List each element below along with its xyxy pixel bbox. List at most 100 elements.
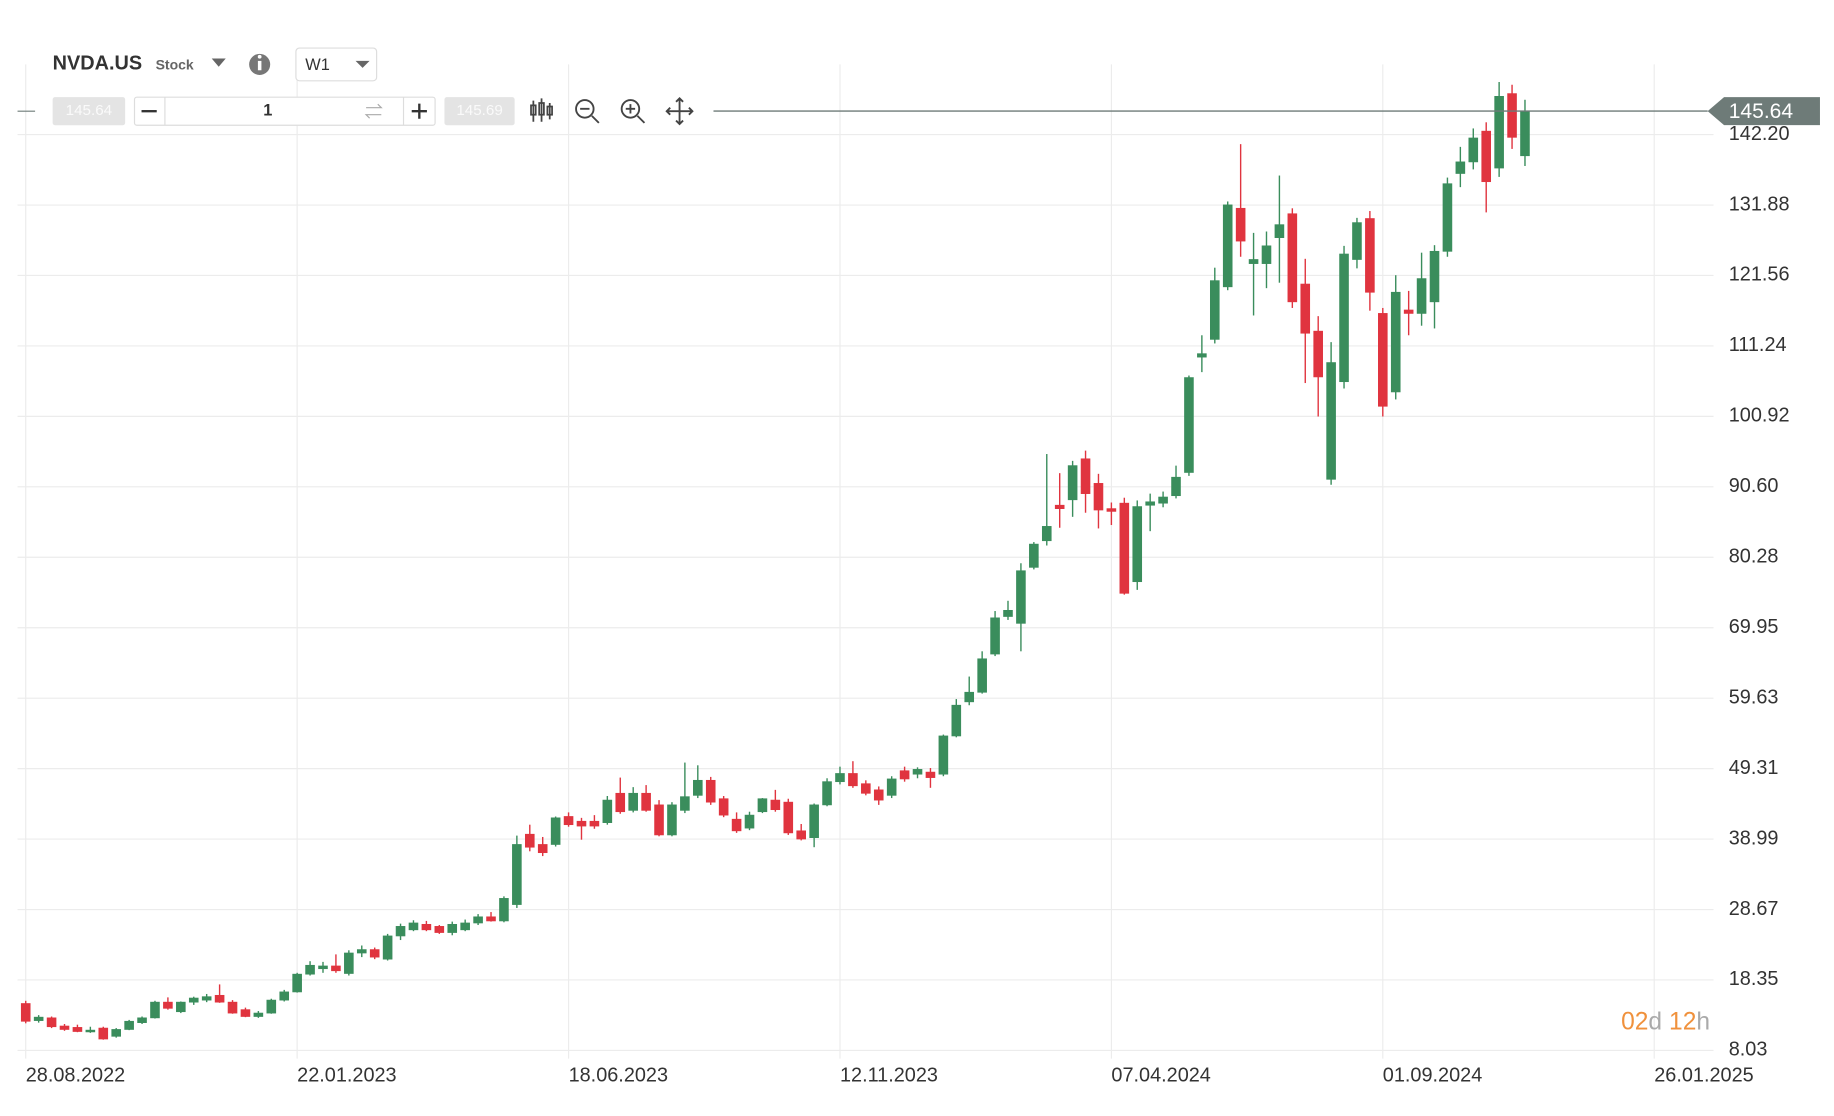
buy-button[interactable]	[444, 97, 515, 126]
candle-body	[809, 804, 819, 839]
candle-body	[137, 1017, 147, 1023]
candle-body	[447, 923, 458, 933]
candle-body	[1339, 253, 1349, 383]
candle-body	[1442, 183, 1453, 252]
candle-body	[124, 1020, 134, 1030]
increase-button[interactable]	[411, 103, 427, 119]
candle-body	[615, 792, 626, 813]
candle-body	[1365, 218, 1375, 293]
candle-body	[705, 779, 716, 803]
candle-body	[20, 1003, 31, 1022]
decrease-button[interactable]	[141, 110, 157, 113]
candle-body	[434, 926, 445, 933]
zoom-out-icon[interactable]	[575, 99, 600, 124]
candle-body	[718, 798, 729, 816]
interval-select[interactable]	[295, 47, 378, 82]
y-tick-label: 111.24	[1729, 334, 1787, 356]
x-tick-label: 18.06.2023	[569, 1064, 668, 1086]
y-tick-label: 121.56	[1729, 264, 1790, 286]
candle-body	[344, 952, 354, 974]
candle-body	[499, 898, 509, 922]
candle-body	[886, 778, 897, 796]
candle-body	[1145, 501, 1155, 506]
candle-body	[1429, 250, 1440, 303]
swap-icon[interactable]	[364, 103, 383, 119]
candle-body	[356, 949, 367, 954]
candle-body	[550, 817, 561, 845]
candle-body	[641, 792, 651, 811]
y-tick-label: 59.63	[1729, 686, 1779, 708]
buy-price: 145.69	[456, 102, 502, 119]
candle-body	[240, 1009, 251, 1017]
interval-dropdown	[355, 60, 370, 68]
zoom-in-icon[interactable]	[620, 99, 646, 124]
candle-body	[408, 922, 419, 931]
candle-body	[473, 916, 483, 924]
candle-body	[85, 1029, 96, 1033]
candle-body	[693, 779, 703, 796]
candle-body	[1184, 377, 1194, 473]
y-tick-label: 49.31	[1729, 757, 1779, 779]
candle-body	[1041, 526, 1052, 542]
candle-body	[163, 1001, 173, 1009]
symbol[interactable]: NVDA.US	[53, 53, 142, 75]
candle-body	[201, 996, 212, 1001]
candle-body	[1171, 476, 1181, 497]
candle-body	[305, 964, 315, 975]
candle-body	[602, 799, 613, 823]
candle-body	[1455, 161, 1466, 174]
quantity-box	[133, 96, 436, 126]
info-glyph-dot	[257, 54, 262, 59]
candle-body	[382, 935, 393, 960]
candle-body	[563, 816, 574, 826]
candle-body	[150, 1001, 160, 1019]
candle-body	[369, 949, 380, 958]
candle-body	[680, 796, 690, 811]
candle-body	[33, 1016, 44, 1021]
candle-body	[318, 965, 328, 970]
candle-body	[395, 926, 406, 937]
candle-body	[899, 770, 910, 780]
candle-body	[1197, 353, 1207, 358]
candle-body	[512, 844, 522, 905]
candle-body	[1080, 458, 1091, 494]
candle-body	[227, 1001, 238, 1014]
pan-icon[interactable]	[665, 97, 694, 126]
quantity[interactable]: 1	[263, 102, 272, 120]
chart-type-icon[interactable]	[530, 98, 553, 122]
candle-body	[951, 704, 962, 737]
candle-body	[98, 1027, 109, 1040]
candle-body	[111, 1029, 121, 1037]
y-tick-label: 100.92	[1729, 405, 1790, 427]
y-tick-label: 8.03	[1729, 1039, 1768, 1061]
candle-body	[1378, 313, 1388, 407]
y-tick-label: 38.99	[1729, 827, 1779, 849]
candle-body	[912, 769, 923, 775]
candle-body	[964, 691, 975, 703]
candle-body	[1313, 330, 1323, 378]
candle-body	[1416, 278, 1427, 314]
candle-body	[1003, 609, 1013, 617]
candle-body	[1352, 222, 1362, 260]
candle-body	[1235, 207, 1246, 242]
asset-type: Stock	[156, 56, 194, 72]
candle-body	[731, 818, 742, 832]
candle-body	[861, 783, 871, 794]
candle-body	[1119, 502, 1130, 594]
candle-body	[1507, 93, 1517, 138]
y-tick-label: 80.28	[1729, 545, 1779, 567]
candle-body	[331, 965, 341, 972]
candle-body	[770, 799, 781, 811]
candle-body	[848, 773, 858, 787]
candle-body	[486, 916, 496, 922]
candle-body	[1248, 259, 1259, 264]
candle-body	[990, 617, 1000, 655]
countdown-hours: 12	[1669, 1009, 1696, 1036]
candle-body	[537, 844, 548, 854]
sell-button[interactable]	[52, 97, 126, 126]
symbol-dropdown[interactable]	[211, 58, 226, 67]
candle-body	[1520, 110, 1530, 157]
candle-body	[1494, 96, 1504, 169]
candle-body	[1209, 280, 1220, 340]
